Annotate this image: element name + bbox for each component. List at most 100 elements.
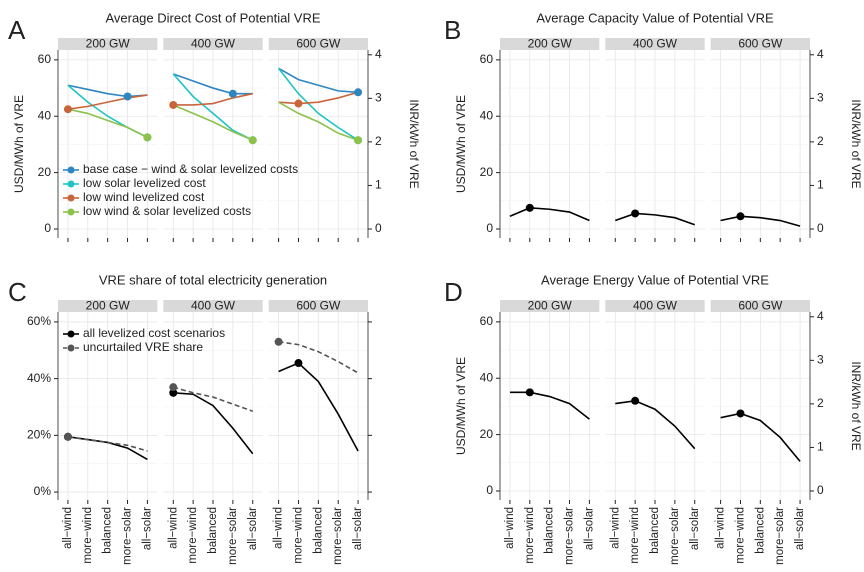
legend-label: low wind levelized cost	[83, 190, 205, 204]
x-tick-label: more−solar	[774, 507, 786, 565]
y-tick-label: 0	[486, 483, 493, 497]
legend-dot	[67, 194, 75, 202]
x-tick-label: all−solar	[794, 507, 806, 550]
panel-letter: A	[8, 15, 26, 45]
series-line	[67, 94, 148, 110]
highlight-point	[169, 388, 178, 397]
facet-strip	[500, 300, 600, 312]
highlight-point	[228, 89, 237, 98]
x-tick-label: balanced	[207, 507, 219, 554]
y-tick-label: 40	[480, 108, 494, 122]
series-line	[278, 91, 359, 105]
x-tick-label: all−wind	[273, 507, 285, 549]
y2-tick-label: 2	[375, 134, 382, 148]
y-axis-label: USD/MWh of VRE	[454, 95, 468, 193]
x-tick-label: more−wind	[524, 507, 536, 564]
facet-label: 400 GW	[633, 299, 678, 313]
x-tick-label: all−wind	[504, 507, 516, 549]
facet-strip	[710, 300, 810, 312]
panel: B Average Capacity Value of Potential VRE…	[444, 10, 863, 242]
facet-strip	[163, 300, 263, 312]
y-tick-label: 60	[480, 314, 494, 328]
series-line	[67, 84, 148, 98]
x-tick-label: more−solar	[227, 507, 239, 565]
highlight-point	[63, 432, 72, 441]
x-tick-label: more−wind	[292, 507, 304, 564]
y-axis-label: USD/MWh of VRE	[12, 95, 26, 193]
x-tick-label: balanced	[754, 507, 766, 554]
y2-tick-label: 3	[817, 353, 824, 367]
facet-strip	[710, 38, 810, 50]
x-tick-label: more−solar	[122, 507, 134, 565]
series-line	[278, 340, 359, 374]
legend-dot	[67, 208, 75, 216]
y-tick-label: 20	[480, 427, 494, 441]
y2-tick-label: 1	[375, 178, 382, 192]
panel-letter: B	[444, 15, 461, 45]
x-tick-label: more−solar	[669, 507, 681, 565]
y2-tick-label: 1	[817, 178, 824, 192]
highlight-point	[631, 396, 640, 405]
series-line	[720, 215, 801, 227]
panel: D Average Energy Value of Potential VRE20…	[444, 272, 863, 564]
highlight-point	[525, 203, 534, 212]
panel-letter: C	[8, 277, 27, 307]
x-tick-label: more−solar	[332, 507, 344, 565]
highlight-point	[169, 383, 178, 392]
series-line	[67, 435, 148, 452]
series-line	[278, 101, 359, 141]
panel-title: Average Capacity Value of Potential VRE	[536, 10, 774, 25]
facet-strip	[58, 38, 158, 50]
panel-letter: D	[444, 277, 463, 307]
series-line	[173, 392, 254, 455]
series-line	[614, 212, 696, 226]
facet-label: 200 GW	[86, 37, 131, 51]
y-tick-label: 0	[486, 221, 493, 235]
x-tick-label: all−wind	[62, 507, 74, 549]
series-line	[173, 386, 254, 412]
series-line	[509, 207, 590, 222]
panel-title: VRE share of total electricity generatio…	[99, 272, 327, 287]
highlight-point	[294, 99, 303, 108]
y-tick-label: 40	[38, 108, 52, 122]
y2-tick-label: 0	[817, 483, 824, 497]
x-tick-label: more−wind	[187, 507, 199, 564]
facet-strip	[500, 38, 600, 50]
series-line	[278, 67, 359, 94]
facet-strip	[268, 300, 368, 312]
series-line	[172, 73, 253, 95]
legend-label: low solar levelized cost	[83, 176, 206, 190]
facet-label: 200 GW	[528, 37, 573, 51]
highlight-point	[123, 92, 132, 101]
highlight-point	[736, 409, 745, 418]
facet-label: 200 GW	[528, 299, 573, 313]
facet-label: 400 GW	[191, 299, 236, 313]
x-tick-label: balanced	[102, 507, 114, 554]
y-tick-label: 20	[38, 165, 52, 179]
facet-strip	[605, 38, 705, 50]
legend-label: base case − wind & solar levelized costs	[83, 162, 298, 176]
y-tick-label: 60	[38, 52, 52, 66]
y2-axis-label: INR/kWh of VRE	[407, 99, 421, 188]
y2-tick-label: 3	[817, 91, 824, 105]
series-line	[615, 399, 696, 450]
y2-axis-label: INR/kWh of VRE	[849, 99, 863, 188]
x-tick-label: balanced	[649, 507, 661, 554]
y2-tick-label: 2	[817, 396, 824, 410]
y-tick-label: 40	[480, 370, 494, 384]
highlight-point	[63, 105, 72, 114]
y-tick-label: 20	[480, 165, 494, 179]
x-tick-label: balanced	[312, 507, 324, 554]
facet-label: 400 GW	[191, 37, 236, 51]
highlight-point	[143, 133, 152, 142]
facet-strip	[605, 300, 705, 312]
highlight-point	[631, 209, 640, 218]
y2-tick-label: 0	[817, 221, 824, 235]
series-line	[67, 108, 148, 139]
facet-label: 600 GW	[738, 299, 783, 313]
highlight-point	[736, 212, 745, 221]
y2-tick-label: 1	[817, 440, 824, 454]
legend-dot	[67, 344, 75, 352]
series-line	[172, 73, 254, 141]
highlight-point	[294, 359, 303, 368]
